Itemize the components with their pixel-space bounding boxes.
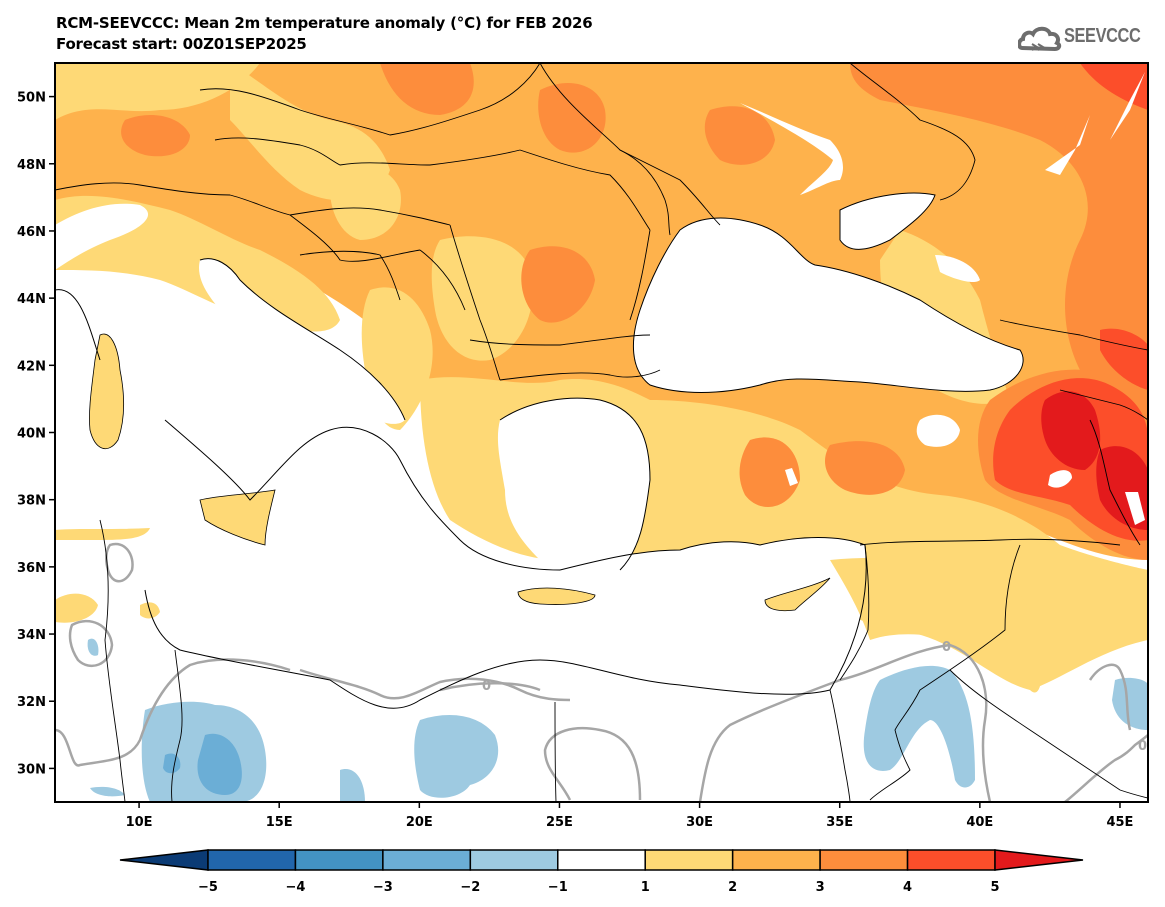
lon-tick-label: 15E: [266, 815, 293, 830]
lon-tick-label: 45E: [1106, 815, 1133, 830]
zero-contour-label: 0: [482, 679, 491, 694]
colorbar-swatch: [731, 849, 821, 871]
lon-tick-label: 20E: [406, 815, 433, 830]
anomaly-1-2-region: [55, 63, 260, 120]
anomaly-1-2-region: [431, 236, 533, 361]
zero-contours: [55, 542, 1148, 802]
colorbar-label: 5: [990, 880, 999, 895]
anomaly-3-4-region: [538, 82, 606, 153]
colorbar-swatch: [207, 849, 297, 871]
anomaly-above-5-region: [1041, 391, 1101, 470]
anomaly-neutral-region: [165, 309, 310, 414]
anomaly-minus-1-2-region: [1112, 677, 1148, 730]
anomaly-neutral-region: [55, 203, 149, 270]
colorbar-label: −3: [373, 880, 393, 895]
colorbar-label: 2: [728, 880, 737, 895]
colorbar-swatch: [382, 849, 472, 871]
colorbar-swatch: [644, 849, 734, 871]
longitude-axis: 10E 15E 20E 25E 30E 35E 40E 45E: [126, 802, 1133, 830]
anomaly-1-2-region: [55, 593, 98, 623]
lat-tick-label: 42N: [17, 359, 46, 374]
lat-tick-label: 48N: [17, 158, 46, 173]
cyprus-island: [764, 577, 831, 612]
map-field: 0 0 0: [55, 63, 1148, 802]
mediterranean-sea: [55, 289, 867, 709]
colorbar-label: −1: [548, 880, 568, 895]
sicily-island: [199, 489, 276, 546]
azov-sea: [840, 193, 935, 250]
anomaly-minus-1-2-region: [90, 786, 125, 797]
anomaly-neutral-region: [1125, 492, 1145, 525]
colorbar-label: 3: [816, 880, 825, 895]
lat-tick-label: 44N: [17, 292, 46, 307]
anomaly-1-2-region: [830, 557, 1042, 693]
colorbar-extend-high: [994, 849, 1084, 871]
lat-tick-label: 34N: [17, 628, 46, 643]
colorbar-swatch: [294, 849, 384, 871]
anomaly-minus-1-2-region: [340, 769, 365, 802]
colorbar-swatch: [469, 849, 559, 871]
anomaly-1-2-region: [55, 528, 150, 540]
lat-tick-label: 36N: [17, 561, 46, 576]
lon-tick-label: 35E: [826, 815, 853, 830]
anomaly-3-4-region: [521, 246, 595, 323]
anomaly-4-5-region: [1100, 328, 1148, 390]
country-borders: [55, 63, 1148, 802]
colorbar-label: −2: [460, 880, 480, 895]
lat-tick-label: 32N: [17, 695, 46, 710]
anomaly-3-4-region: [704, 106, 775, 165]
forecast-start: Forecast start: 00Z01SEP2025: [56, 35, 307, 53]
black-sea: [633, 218, 1024, 393]
lon-tick-label: 40E: [966, 815, 993, 830]
colorbar-label: −5: [198, 880, 218, 895]
lat-tick-label: 50N: [17, 91, 46, 106]
anomaly-minus-1-2-region: [863, 665, 975, 788]
lat-tick-label: 40N: [17, 427, 46, 442]
aegean-sea: [497, 398, 650, 572]
lon-tick-label: 25E: [546, 815, 573, 830]
zero-contour-label: 0: [942, 640, 951, 655]
anomaly-1-2-region: [330, 165, 401, 240]
map-title: RCM-SEEVCCC: Mean 2m temperature anomaly…: [56, 14, 593, 32]
lat-tick-label: 46N: [17, 225, 46, 240]
colorbar: −5 −4 −3 −2 −1 1 2 3 4 5: [119, 849, 1084, 895]
anomaly-neutral-region: [1048, 470, 1072, 488]
colorbar-label: −4: [285, 880, 305, 895]
colorbar-swatch: [557, 849, 646, 871]
anomaly-3-4-region: [121, 115, 190, 157]
latitude-axis: 50N 48N 46N 44N 42N 40N 38N 36N 34N 32N 30N: [17, 91, 55, 777]
colorbar-swatch: [906, 849, 996, 871]
cloud-icon: [1018, 26, 1062, 52]
colorbar-label: 1: [641, 880, 650, 895]
anomaly-3-4-region: [739, 437, 800, 507]
anomaly-minus-1-2-region: [414, 715, 499, 798]
lat-tick-label: 38N: [17, 494, 46, 509]
zero-contour-label: 0: [1138, 739, 1147, 754]
anomaly-minus-2-3-region: [197, 733, 242, 795]
lon-tick-label: 10E: [126, 815, 153, 830]
crete-island: [517, 587, 596, 605]
logo-text: SEEVCCC: [1064, 25, 1141, 47]
anomaly-neutral-region: [1045, 115, 1090, 175]
lat-tick-label: 30N: [17, 762, 46, 777]
corsica-sardinia: [89, 333, 124, 450]
colorbar-swatch: [819, 849, 909, 871]
anomaly-3-4-region: [850, 63, 1148, 430]
colorbar-label: 4: [903, 880, 912, 895]
anomaly-3-4-region: [825, 441, 905, 495]
coastlines: [55, 192, 1024, 709]
anomaly-3-4-region: [380, 63, 474, 115]
adriatic-sea: [199, 258, 405, 424]
colorbar-extend-low: [119, 849, 209, 871]
anomaly-neutral-region: [935, 255, 980, 283]
anomaly-neutral-region: [785, 468, 798, 486]
lon-tick-label: 30E: [686, 815, 713, 830]
anomaly-neutral-region: [916, 414, 960, 447]
anomaly-neutral-region: [740, 103, 843, 195]
anomaly-neutral-region: [1110, 72, 1145, 140]
anomaly-minus-1-2-region: [87, 638, 99, 656]
